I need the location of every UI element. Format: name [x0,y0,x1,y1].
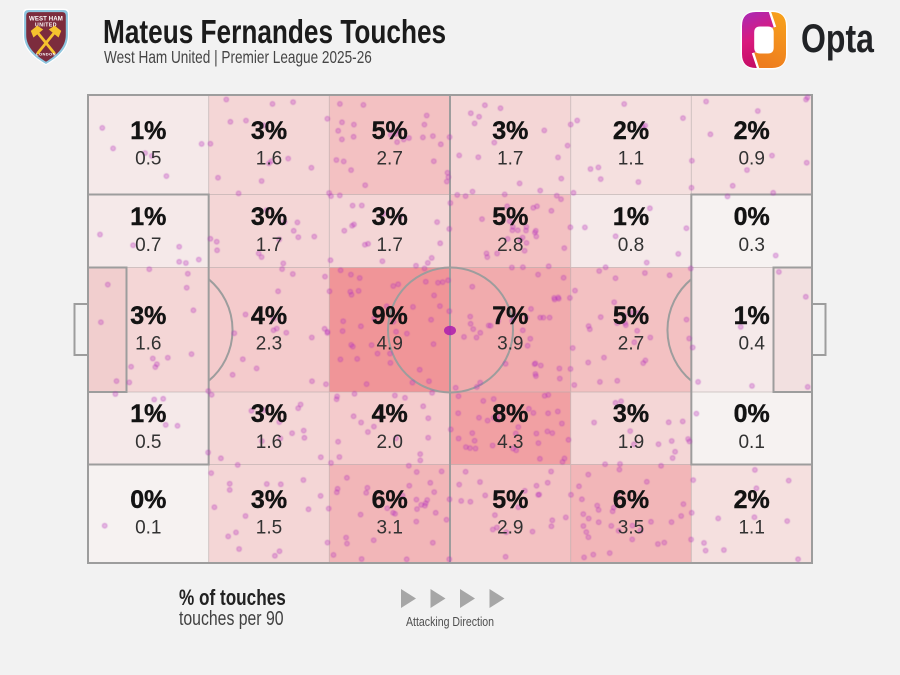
svg-text:1.7: 1.7 [497,149,523,170]
svg-text:0%: 0% [734,400,770,428]
svg-text:2.8: 2.8 [497,235,523,256]
svg-text:8%: 8% [492,400,528,428]
svg-text:1.5: 1.5 [256,518,282,539]
svg-text:3%: 3% [251,203,287,231]
svg-text:0.3: 0.3 [738,235,764,256]
svg-text:9%: 9% [372,302,408,330]
svg-text:2.7: 2.7 [618,334,644,355]
svg-text:3%: 3% [130,302,166,330]
svg-text:3.5: 3.5 [618,518,644,539]
svg-text:1%: 1% [613,203,649,231]
svg-text:0%: 0% [734,203,770,231]
svg-text:6%: 6% [372,486,408,514]
svg-text:2.7: 2.7 [376,149,402,170]
svg-text:0%: 0% [130,486,166,514]
svg-text:4%: 4% [251,302,287,330]
svg-text:2.3: 2.3 [256,334,282,355]
svg-text:7%: 7% [492,302,528,330]
svg-text:0.1: 0.1 [135,518,161,539]
svg-text:4%: 4% [372,400,408,428]
svg-text:WEST HAM: WEST HAM [29,15,63,22]
svg-text:3%: 3% [613,400,649,428]
svg-text:2.0: 2.0 [376,432,402,453]
svg-text:1.6: 1.6 [256,432,282,453]
svg-text:3.9: 3.9 [497,334,523,355]
svg-text:0.4: 0.4 [738,334,765,355]
svg-text:2%: 2% [734,117,770,145]
svg-text:4.3: 4.3 [497,432,523,453]
svg-text:1%: 1% [130,203,166,231]
svg-text:LONDON: LONDON [36,51,56,56]
svg-text:3%: 3% [372,203,408,231]
svg-text:1.7: 1.7 [256,235,282,256]
svg-text:2.9: 2.9 [497,518,523,539]
svg-text:3%: 3% [251,400,287,428]
svg-text:3.1: 3.1 [376,518,402,539]
svg-text:1%: 1% [734,302,770,330]
svg-text:1.9: 1.9 [618,432,644,453]
svg-text:0.7: 0.7 [135,235,161,256]
svg-text:1%: 1% [130,400,166,428]
svg-text:0.5: 0.5 [135,149,161,170]
svg-text:0.1: 0.1 [738,432,764,453]
svg-text:2%: 2% [613,117,649,145]
svg-text:1.6: 1.6 [256,149,282,170]
svg-text:3%: 3% [251,486,287,514]
svg-text:0.8: 0.8 [618,235,644,256]
svg-text:1.6: 1.6 [135,334,161,355]
svg-text:UNITED: UNITED [35,22,57,28]
svg-text:5%: 5% [372,117,408,145]
svg-text:5%: 5% [492,486,528,514]
svg-text:1.1: 1.1 [738,518,764,539]
svg-text:1%: 1% [130,117,166,145]
svg-text:5%: 5% [492,203,528,231]
svg-text:0.9: 0.9 [738,149,764,170]
svg-text:1.1: 1.1 [618,149,644,170]
svg-text:4.9: 4.9 [376,334,402,355]
svg-text:0.5: 0.5 [135,432,161,453]
svg-text:3%: 3% [492,117,528,145]
svg-text:1.7: 1.7 [376,235,402,256]
svg-text:2%: 2% [734,486,770,514]
svg-text:5%: 5% [613,302,649,330]
svg-text:3%: 3% [251,117,287,145]
svg-text:6%: 6% [613,486,649,514]
